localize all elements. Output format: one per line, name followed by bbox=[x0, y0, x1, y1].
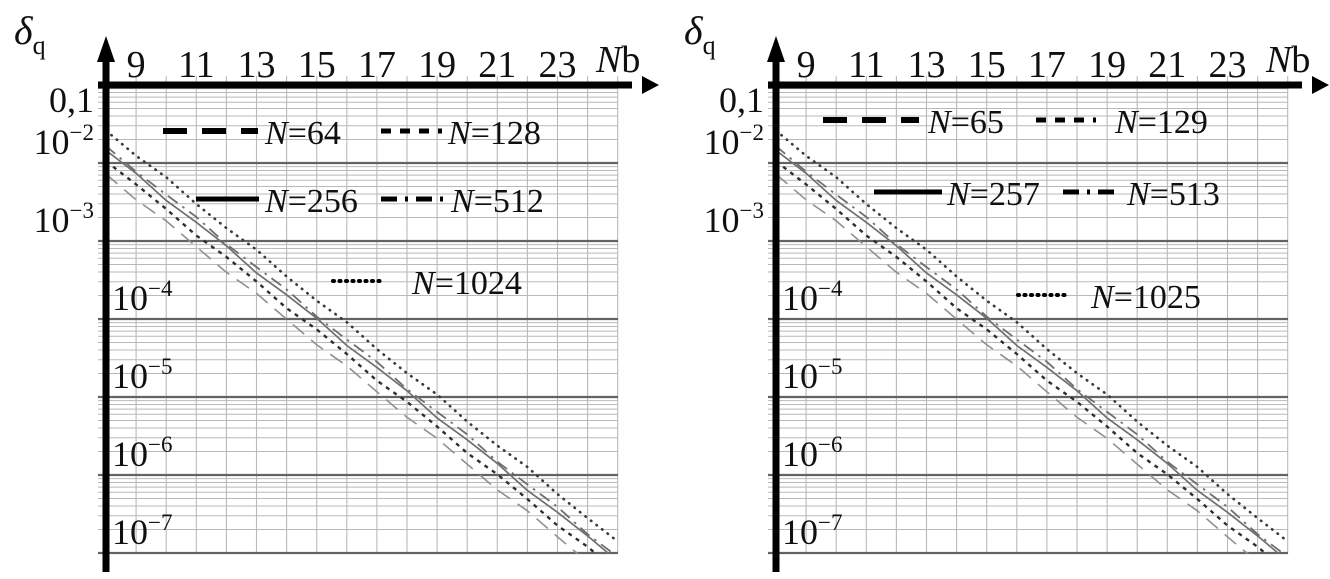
curves bbox=[776, 129, 1290, 554]
curve-n-513 bbox=[776, 145, 1286, 554]
plot-svg-right: 9 11 13 15 17 19 21 23 0,110−2 10−3 10−4 10−5 10−6 10… bbox=[684, 8, 1329, 572]
y-tick-labels: 0,110−2 10−3 10−4 10−5 10−6 10−7 bbox=[34, 80, 173, 552]
gridlines bbox=[768, 76, 1289, 555]
y-tick-label: 10−3 bbox=[34, 198, 94, 240]
curve-n-64 bbox=[106, 173, 580, 554]
curve-n-1025 bbox=[776, 129, 1290, 543]
x-tick-labels: 9 11 13 15 17 19 21 23 bbox=[127, 44, 577, 86]
y-tick-label: 0,1 bbox=[719, 80, 764, 120]
curve-n-256 bbox=[106, 149, 611, 554]
legend-item-n-513: N=513 bbox=[1063, 176, 1220, 213]
legend-label-n-64: N=64 bbox=[264, 115, 341, 152]
x-tick-label: 17 bbox=[358, 44, 396, 86]
x-tick-label: 23 bbox=[539, 44, 577, 86]
y-tick-label: 10−5 bbox=[112, 354, 172, 396]
legend-label-n-513: N=513 bbox=[1126, 176, 1220, 213]
legend-label-n-257: N=257 bbox=[946, 176, 1040, 213]
gridlines bbox=[98, 76, 619, 555]
y-axis-arrow-icon bbox=[97, 36, 115, 62]
x-tick-label: 11 bbox=[848, 44, 885, 86]
legend-item-n-257: N=257 bbox=[874, 176, 1040, 213]
legend-item-n-512: N=512 bbox=[381, 183, 544, 220]
y-axis-title: δq bbox=[14, 8, 46, 60]
x-axis-title: Nb bbox=[595, 39, 640, 81]
legend-label-n-512: N=512 bbox=[450, 183, 544, 220]
y-tick-label: 10−7 bbox=[782, 510, 842, 552]
legend-label-n-256: N=256 bbox=[264, 183, 358, 220]
legend-item-n-65: N=65 bbox=[823, 104, 1004, 141]
y-axis bbox=[772, 58, 780, 572]
legend-label-n-129: N=129 bbox=[1114, 104, 1208, 141]
x-axis bbox=[768, 81, 1302, 89]
plot-svg-left: 9 11 13 15 17 19 21 23 0,110−2 10−3 10−4 10−5 10−6 10… bbox=[14, 8, 659, 572]
y-tick-label: 10−6 bbox=[112, 432, 172, 474]
legend-item-n-128: N=128 bbox=[381, 115, 541, 152]
legend-item-n-1024: N=1024 bbox=[331, 265, 522, 302]
legend-item-n-64: N=64 bbox=[163, 115, 341, 152]
y-axis-title: δq bbox=[684, 8, 716, 60]
y-tick-label: 10−7 bbox=[112, 510, 172, 552]
curve-n-1024 bbox=[106, 129, 620, 543]
chart-quantization-error-left: 9 11 13 15 17 19 21 23 0,1 10−2 10−3 10−4 10−5 10−6 10… bbox=[0, 0, 660, 579]
x-axis-arrow-icon bbox=[1312, 76, 1329, 94]
curves bbox=[106, 129, 620, 554]
curve-n-257 bbox=[776, 149, 1281, 554]
curve-n-129 bbox=[776, 160, 1269, 554]
y-tick-label: 10−4 bbox=[112, 276, 173, 318]
legend-label-n-128: N=128 bbox=[447, 115, 541, 152]
curve-n-65 bbox=[776, 173, 1250, 554]
curve-n-128 bbox=[106, 160, 599, 554]
x-tick-label: 21 bbox=[478, 44, 516, 86]
x-tick-label: 19 bbox=[1088, 44, 1126, 86]
y-tick-label: 10−6 bbox=[782, 432, 842, 474]
x-tick-label: 9 bbox=[127, 44, 146, 86]
x-tick-label: 21 bbox=[1148, 44, 1186, 86]
x-tick-label: 13 bbox=[238, 44, 276, 86]
x-axis bbox=[98, 81, 632, 89]
axes bbox=[97, 36, 659, 572]
legend-item-n-129: N=129 bbox=[1036, 104, 1208, 141]
y-tick-label: 10−2 bbox=[704, 120, 764, 162]
legend: N=64 N=128 N=256 N=512 N=1024 bbox=[163, 115, 544, 302]
x-tick-label: 11 bbox=[178, 44, 215, 86]
legend-label-n-65: N=65 bbox=[927, 104, 1004, 141]
y-tick-labels: 0,110−2 10−3 10−4 10−5 10−6 10−7 bbox=[704, 80, 843, 552]
y-tick-label: 10−3 bbox=[704, 198, 764, 240]
y-tick-label: 0,1 bbox=[49, 80, 94, 120]
x-tick-label: 9 bbox=[797, 44, 816, 86]
y-tick-label: 10−5 bbox=[782, 354, 842, 396]
x-tick-label: 23 bbox=[1209, 44, 1247, 86]
legend-item-n-1025: N=1025 bbox=[1016, 279, 1201, 316]
legend: N=65 N=129 N=257 N=513 N=1025 bbox=[823, 104, 1220, 316]
x-tick-labels: 9 11 13 15 17 19 21 23 bbox=[797, 44, 1247, 86]
x-axis-title: Nb bbox=[1265, 39, 1310, 81]
legend-item-n-256: N=256 bbox=[196, 183, 358, 220]
chart-quantization-error-right: 9 11 13 15 17 19 21 23 0,1 10−2 10−3 10−4 10−5 10−6 10… bbox=[670, 0, 1330, 579]
x-tick-label: 13 bbox=[908, 44, 946, 86]
x-tick-label: 15 bbox=[298, 44, 336, 86]
legend-label-n-1025: N=1025 bbox=[1090, 279, 1201, 316]
y-tick-label: 10−4 bbox=[782, 276, 843, 318]
x-axis-arrow-icon bbox=[642, 76, 659, 94]
y-tick-label: 10−2 bbox=[34, 120, 94, 162]
y-axis-arrow-icon bbox=[767, 36, 785, 62]
axes bbox=[767, 36, 1329, 572]
x-tick-label: 19 bbox=[418, 44, 456, 86]
legend-label-n-1024: N=1024 bbox=[411, 265, 522, 302]
x-tick-label: 15 bbox=[968, 44, 1006, 86]
curve-n-512 bbox=[106, 145, 616, 554]
x-tick-label: 17 bbox=[1028, 44, 1066, 86]
y-axis bbox=[102, 58, 110, 572]
